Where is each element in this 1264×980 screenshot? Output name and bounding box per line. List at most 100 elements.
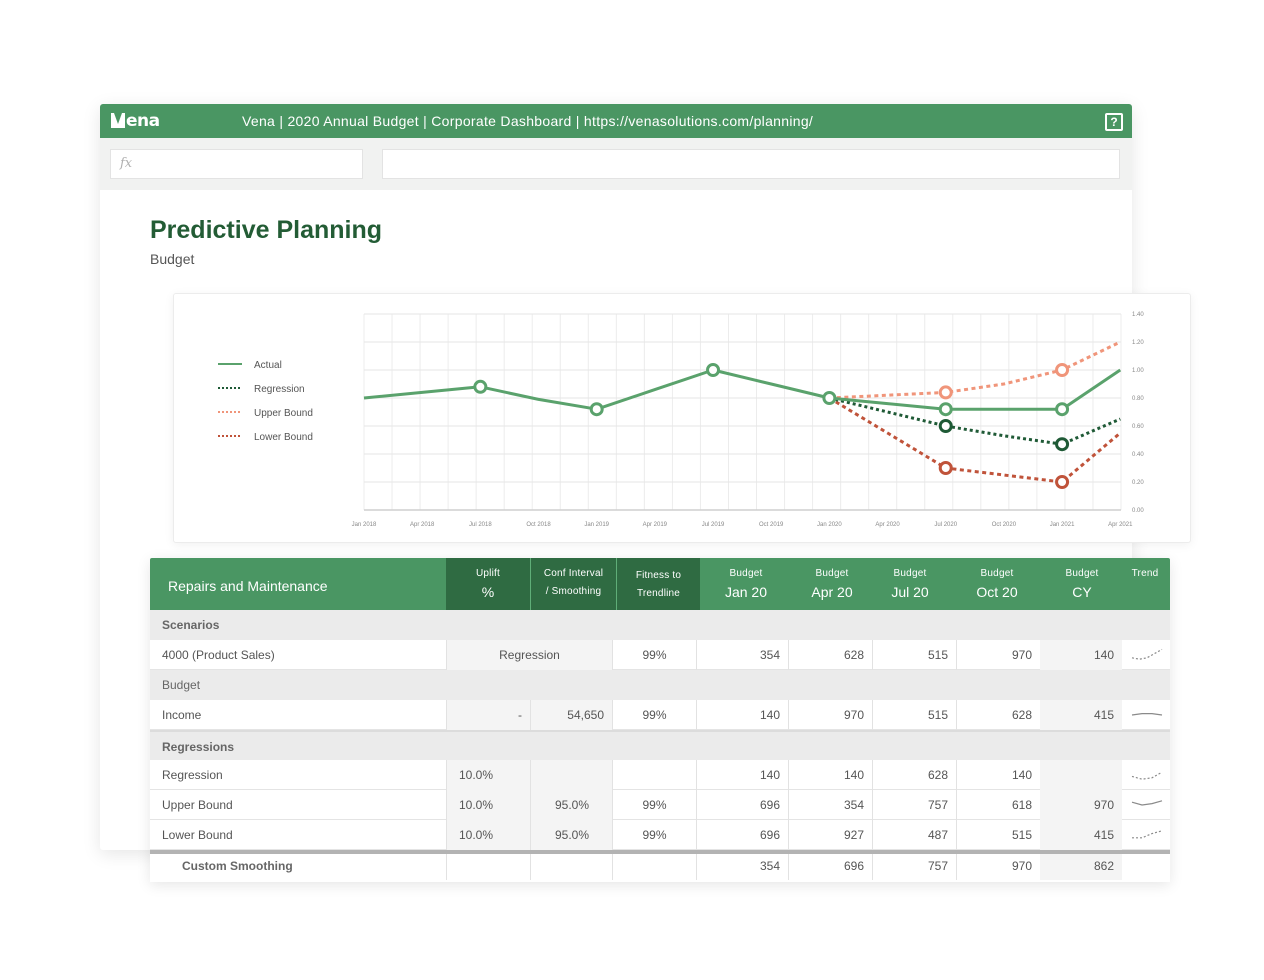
x-tick-label: Jan 2021 <box>1050 522 1075 528</box>
x-tick-label: Jul 2018 <box>469 522 492 528</box>
legend-label: Actual <box>254 360 282 371</box>
value-cell-jul20[interactable]: 487 <box>872 820 956 850</box>
value-cell-jul20[interactable]: 515 <box>872 700 956 730</box>
value-cell-cy[interactable]: 140 <box>1040 640 1122 670</box>
column-header-budget-cy[interactable]: Budget CY <box>1040 558 1124 610</box>
value-cell-jan20[interactable]: 140 <box>696 700 788 730</box>
vena-logo-mark-icon <box>111 113 125 128</box>
uplift-cell[interactable] <box>446 854 530 880</box>
value-cell-apr20[interactable]: 927 <box>788 820 872 850</box>
value-cell-jan20[interactable]: 354 <box>696 640 788 670</box>
value-cell-apr20[interactable]: 354 <box>788 790 872 820</box>
value-cell-apr20[interactable]: 970 <box>788 700 872 730</box>
column-header-top: Conf Interval <box>543 568 604 579</box>
conf-interval-cell[interactable]: 54,650 <box>530 700 612 730</box>
y-tick-label: 1.00 <box>1132 368 1144 374</box>
value-cell-oct20[interactable]: 628 <box>956 700 1040 730</box>
table-row-regression[interactable]: Regression 10.0% 140 140 628 140 <box>150 760 1170 790</box>
table-row-lower-bound[interactable]: Lower Bound 10.0% 95.0% 99% 696 927 487 … <box>150 820 1170 850</box>
table-row-custom-smoothing[interactable]: Custom Smoothing 354 696 757 970 862 <box>150 850 1170 880</box>
value-cell-jan20[interactable]: 696 <box>696 790 788 820</box>
value-cell-cy[interactable]: 862 <box>1040 854 1122 880</box>
sparkline <box>1131 771 1163 780</box>
conf-interval-cell[interactable]: 95.0% <box>530 820 612 850</box>
column-header-trend[interactable]: Trend <box>1120 558 1170 610</box>
data-point-actual <box>1055 402 1070 417</box>
column-header-budget-jan20[interactable]: Budget Jan 20 <box>700 558 792 610</box>
value-cell-jul20[interactable]: 515 <box>872 640 956 670</box>
x-tick-label: Apr 2020 <box>875 522 900 528</box>
column-header-budget-oct20[interactable]: Budget Oct 20 <box>954 558 1040 610</box>
fitness-cell[interactable]: 99% <box>612 820 696 850</box>
table-row-product-sales[interactable]: 4000 (Product Sales) Regression 99% 354 … <box>150 640 1170 670</box>
value-cell-cy[interactable]: 415 <box>1040 700 1122 730</box>
uplift-cell[interactable]: - <box>446 700 530 730</box>
budget-grid: Repairs and Maintenance Uplift % Conf In… <box>150 558 1170 882</box>
x-tick-label: Jul 2019 <box>702 522 725 528</box>
value-cell-cy[interactable]: 415 <box>1040 820 1122 850</box>
column-header-conf-interval[interactable]: Conf Interval / Smoothing <box>530 558 616 610</box>
fitness-cell[interactable]: 99% <box>612 790 696 820</box>
vena-logo: ena <box>111 112 160 130</box>
method-cell[interactable]: Regression <box>446 640 612 670</box>
data-point-upper-bound <box>1055 363 1070 377</box>
x-tick-label: Jan 2020 <box>817 522 842 528</box>
x-tick-label: Apr 2018 <box>410 522 435 528</box>
value-cell-apr20[interactable]: 696 <box>788 854 872 880</box>
value-cell-cy[interactable]: 970 <box>1040 790 1122 820</box>
uplift-cell[interactable]: 10.0% <box>446 760 530 790</box>
value-cell-jan20[interactable]: 354 <box>696 854 788 880</box>
column-header-top: Budget <box>729 568 763 579</box>
value-cell-jul20[interactable]: 757 <box>872 790 956 820</box>
table-row-upper-bound[interactable]: Upper Bound 10.0% 95.0% 99% 696 354 757 … <box>150 790 1170 820</box>
formula-input[interactable] <box>382 149 1120 179</box>
vena-logo-text: ena <box>126 111 160 131</box>
data-point-actual <box>473 379 488 394</box>
uplift-cell[interactable]: 10.0% <box>446 820 530 850</box>
x-tick-label: Apr 2019 <box>643 522 668 528</box>
help-icon[interactable]: ? <box>1105 113 1123 131</box>
value-cell-oct20[interactable]: 618 <box>956 790 1040 820</box>
uplift-cell[interactable]: 10.0% <box>446 790 530 820</box>
column-header-uplift[interactable]: Uplift % <box>446 558 530 610</box>
fitness-cell[interactable]: 99% <box>612 640 696 670</box>
conf-interval-cell[interactable]: 95.0% <box>530 790 612 820</box>
forecast-chart-card: 0.00 0.20 0.40 0.60 0.80 1.00 1.20 1.40 Jan 2018… <box>173 293 1191 543</box>
value-cell-oct20[interactable]: 970 <box>956 854 1040 880</box>
fitness-cell[interactable] <box>612 854 696 880</box>
sparkline <box>1132 830 1163 839</box>
column-header-top: Fitness to <box>635 570 682 581</box>
value-cell-jan20[interactable]: 696 <box>696 820 788 850</box>
column-header-bottom: Trendline <box>636 588 681 599</box>
y-tick-label: 1.20 <box>1132 340 1144 346</box>
value-cell-jul20[interactable]: 757 <box>872 854 956 880</box>
value-cell-jan20[interactable]: 140 <box>696 760 788 790</box>
value-cell-oct20[interactable]: 140 <box>956 760 1040 790</box>
value-cell-cy[interactable] <box>1040 760 1122 790</box>
conf-interval-cell[interactable] <box>530 854 612 880</box>
conf-interval-cell[interactable] <box>530 760 612 790</box>
x-tick-label: Jan 2018 <box>352 522 377 528</box>
fitness-cell[interactable]: 99% <box>612 700 696 730</box>
cell-reference-input[interactable]: fx <box>110 149 363 179</box>
sparkline-path <box>1131 800 1163 806</box>
formula-bar: fx <box>100 138 1132 190</box>
table-row-income[interactable]: Income - 54,650 99% 140 970 515 628 415 <box>150 700 1170 730</box>
section-row-budget: Budget <box>150 670 1170 700</box>
y-tick-label: 0.00 <box>1132 508 1144 514</box>
value-cell-jul20[interactable]: 628 <box>872 760 956 790</box>
column-header-bottom: CY <box>1072 584 1092 600</box>
column-header-budget-apr20[interactable]: Budget Apr 20 <box>790 558 874 610</box>
column-header-top: Trend <box>1131 568 1159 579</box>
value-cell-oct20[interactable]: 515 <box>956 820 1040 850</box>
x-tick-label: Oct 2019 <box>759 522 784 528</box>
value-cell-oct20[interactable]: 970 <box>956 640 1040 670</box>
value-cell-apr20[interactable]: 628 <box>788 640 872 670</box>
legend-label: Lower Bound <box>254 432 313 443</box>
sparkline <box>1131 648 1163 660</box>
value-cell-apr20[interactable]: 140 <box>788 760 872 790</box>
column-header-budget-jul20[interactable]: Budget Jul 20 <box>870 558 950 610</box>
column-header-fitness[interactable]: Fitness to Trendline <box>616 558 700 610</box>
fitness-cell[interactable] <box>612 760 696 790</box>
window-title: Vena | 2020 Annual Budget | Corporate Da… <box>242 113 814 129</box>
